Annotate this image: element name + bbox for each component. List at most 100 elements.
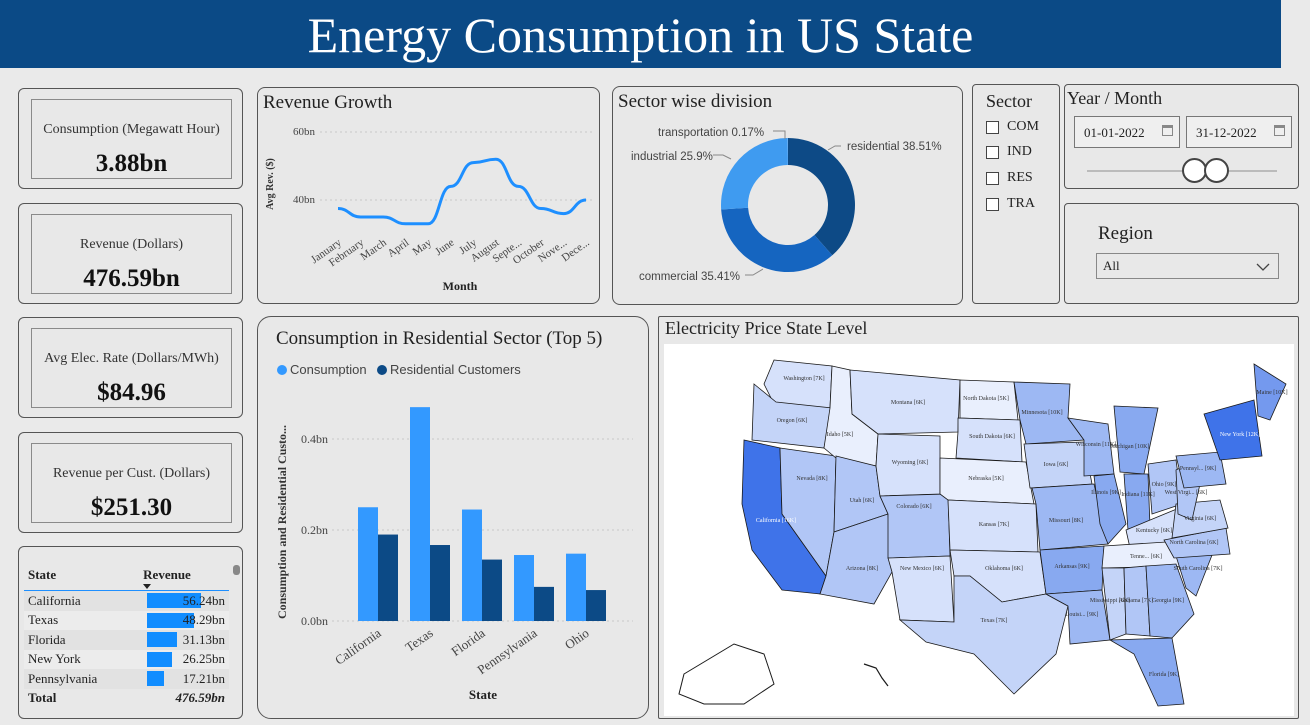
map-state[interactable] [1039, 545, 1105, 595]
bar-pennsylvania-consumption[interactable] [514, 555, 534, 621]
revenue-line[interactable] [337, 157, 587, 226]
x-tick-label: Ohio [562, 625, 592, 652]
sector-filter-title: Sector [986, 91, 1032, 111]
checkbox-icon[interactable] [986, 171, 999, 185]
bar-ohio-consumption[interactable] [566, 553, 586, 621]
table-row[interactable]: Texas 48.29bn [24, 610, 229, 631]
map-state-label: North Dakota [5K] [963, 396, 1009, 402]
calendar-icon[interactable] [1274, 125, 1285, 136]
leader-line [773, 130, 786, 139]
table-header-revenue-label: Revenue [143, 567, 191, 582]
kpi-revenue-per-cust-card: Revenue per Cust. (Dollars) $251.30 [18, 432, 243, 533]
donut-slice-transportation[interactable] [787, 138, 788, 166]
map-state-label: Montana [6K] [891, 400, 925, 406]
sector-option-com[interactable]: COM [986, 119, 1039, 135]
x-tick-label: Florida [448, 625, 488, 659]
table-row[interactable]: Florida 31.13bn [24, 630, 229, 650]
table-cell-revenue: 31.13bn [143, 630, 229, 650]
donut-slice-industrial[interactable] [721, 138, 788, 210]
residential-bar-chart: Consumption Residential Customers 0.4bn 0… [275, 362, 633, 702]
bar-pennsylvania-customers[interactable] [534, 586, 554, 621]
map-state-label: Alabama [7K] [1119, 598, 1154, 604]
start-date-value: 01-01-2022 [1084, 125, 1145, 140]
map-state-label: Utah [6K] [850, 498, 875, 504]
table-row[interactable]: New York 26.25bn [24, 649, 229, 669]
table-header-state[interactable]: State [28, 567, 57, 582]
donut-slice-residential[interactable] [788, 138, 855, 256]
map-state[interactable] [1203, 399, 1263, 461]
map-state-label: Oklahoma [6K] [985, 566, 1023, 572]
kpi-avg-rate-label: Avg Elec. Rate (Dollars/MWh) [44, 351, 219, 366]
bar-florida-customers[interactable] [482, 559, 502, 621]
end-date-input[interactable]: 31-12-2022 [1186, 116, 1292, 148]
map-state-label: Colorado [6K] [896, 504, 931, 510]
map-state-label: New York [12K] [1220, 432, 1260, 438]
leader-line [745, 268, 764, 276]
table-row[interactable]: Pennsylvania 17.21bn [24, 669, 229, 689]
slice-label-industrial: industrial 25.9% [631, 151, 713, 163]
calendar-icon[interactable] [1162, 125, 1173, 136]
map-state-label: North Carolina [6K] [1170, 540, 1219, 546]
map-state-label: Kansas [7K] [979, 522, 1009, 528]
map-state-label: Iowa [6K] [1044, 462, 1069, 468]
map-state[interactable] [1108, 637, 1185, 707]
map-state-alaska[interactable] [678, 643, 775, 705]
chevron-down-icon[interactable] [1256, 263, 1270, 271]
sector-option-label: RES [1007, 170, 1033, 185]
map-state[interactable] [955, 417, 1023, 463]
start-date-input[interactable]: 01-01-2022 [1074, 116, 1180, 148]
checkbox-icon[interactable] [986, 145, 999, 159]
bar-california-customers[interactable] [378, 534, 398, 621]
leader-line [713, 154, 732, 160]
sector-option-tra[interactable]: TRA [986, 196, 1035, 212]
map-state-label: Virginia [6K] [1184, 516, 1216, 522]
bar-california-consumption[interactable] [358, 507, 378, 621]
table-header-revenue[interactable]: Revenue [143, 563, 229, 591]
x-tick-label: April [385, 237, 411, 260]
map-canvas[interactable]: Washington [7K] Oregon [6K] California [16… [664, 344, 1294, 716]
map-state-label: Wyoming [6K] [892, 460, 928, 466]
map-state[interactable] [1175, 451, 1227, 489]
map-state[interactable] [1044, 589, 1111, 645]
checkbox-icon[interactable] [986, 197, 999, 211]
map-state-label: Indiana [11K] [1121, 492, 1155, 498]
table-cell-revenue: 17.21bn [143, 669, 229, 689]
region-dropdown[interactable]: All [1096, 253, 1279, 279]
slice-label-transportation: transportation 0.17% [658, 127, 764, 139]
map-state[interactable] [1145, 563, 1195, 639]
x-tick-label: Texas [402, 625, 435, 655]
y-tick-label: 0.2bn [301, 523, 328, 537]
bar-ohio-customers[interactable] [586, 590, 606, 621]
us-map[interactable]: Washington [7K] Oregon [6K] California [16… [664, 344, 1294, 716]
map-state[interactable] [1067, 417, 1115, 477]
table-cell-revenue: 48.29bn [143, 611, 229, 631]
table-cell-state: Florida [28, 631, 66, 647]
map-state[interactable] [1031, 483, 1109, 551]
sector-option-ind[interactable]: IND [986, 144, 1032, 160]
bar-texas-consumption[interactable] [410, 407, 430, 621]
map-state-label: New Mexico [6K] [900, 566, 944, 572]
date-slider-handle-end[interactable] [1204, 158, 1229, 183]
kpi-revenue-per-cust-value: $251.30 [90, 494, 173, 521]
map-state[interactable] [898, 575, 1069, 695]
map-state-label: Mississippi [6K] [1090, 598, 1130, 604]
table-cell-state: Texas [28, 612, 59, 628]
kpi-revenue-label: Revenue (Dollars) [79, 237, 184, 252]
bar-texas-customers[interactable] [430, 545, 450, 621]
table-scrollbar[interactable] [233, 565, 240, 575]
map-state[interactable] [849, 369, 961, 435]
revenue-data-bar [147, 632, 178, 647]
sector-option-res[interactable]: RES [986, 170, 1033, 186]
table-row[interactable]: California 56.24bn [24, 591, 229, 611]
donut-slice-commercial[interactable] [721, 207, 833, 272]
kpi-revenue-value: 476.59bn [83, 265, 180, 292]
table-cell-state: California [28, 592, 81, 608]
kpi-avg-rate-value: $84.96 [97, 379, 166, 406]
map-state-hawaii[interactable] [863, 663, 889, 687]
date-slider-handle-start[interactable] [1182, 158, 1207, 183]
bar-florida-consumption[interactable] [462, 509, 482, 621]
map-state[interactable] [1093, 473, 1127, 545]
checkbox-icon[interactable] [986, 120, 999, 134]
map-state[interactable] [1253, 363, 1287, 421]
legend-customers-marker [377, 365, 387, 375]
